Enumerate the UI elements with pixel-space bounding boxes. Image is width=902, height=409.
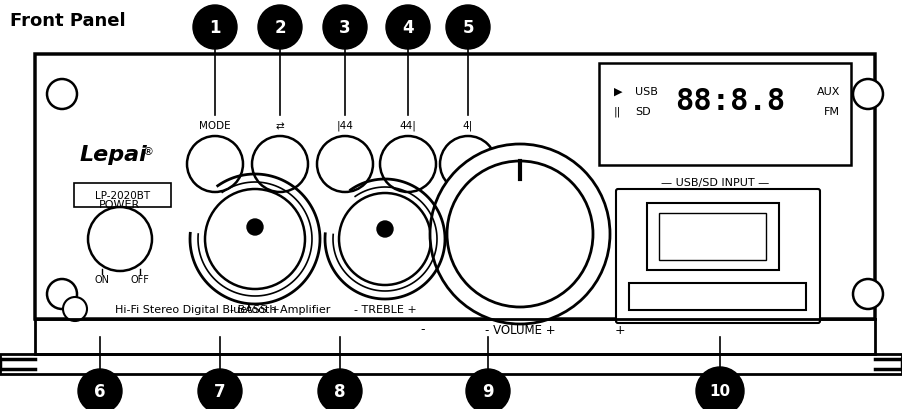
Text: 1: 1 bbox=[209, 19, 221, 37]
Circle shape bbox=[377, 221, 393, 237]
Text: -: - bbox=[420, 323, 425, 336]
Circle shape bbox=[323, 6, 367, 50]
Circle shape bbox=[430, 145, 610, 324]
Text: USB: USB bbox=[635, 87, 658, 97]
Text: ||: || bbox=[614, 106, 621, 117]
Circle shape bbox=[447, 162, 593, 307]
Text: Front Panel: Front Panel bbox=[10, 12, 125, 30]
FancyBboxPatch shape bbox=[647, 204, 779, 270]
Circle shape bbox=[47, 279, 77, 309]
Circle shape bbox=[193, 6, 237, 50]
Circle shape bbox=[380, 137, 436, 193]
Text: 88:8.8: 88:8.8 bbox=[675, 87, 785, 116]
Bar bbox=[0, 354, 902, 374]
Circle shape bbox=[88, 207, 152, 271]
FancyBboxPatch shape bbox=[35, 55, 875, 319]
Text: ®: ® bbox=[142, 147, 153, 157]
Circle shape bbox=[252, 137, 308, 193]
Circle shape bbox=[318, 369, 362, 409]
Text: 7: 7 bbox=[214, 382, 226, 400]
Circle shape bbox=[187, 137, 243, 193]
Text: ▶: ▶ bbox=[614, 87, 622, 97]
Circle shape bbox=[853, 80, 883, 110]
Text: — USB/SD INPUT —: — USB/SD INPUT — bbox=[661, 178, 769, 188]
Text: LP-2020BT: LP-2020BT bbox=[95, 191, 150, 200]
Text: MODE: MODE bbox=[199, 121, 231, 131]
Text: SD: SD bbox=[635, 107, 650, 117]
Text: AUX: AUX bbox=[816, 87, 840, 97]
Circle shape bbox=[440, 137, 496, 193]
Text: 6: 6 bbox=[94, 382, 106, 400]
Text: 8: 8 bbox=[335, 382, 345, 400]
Circle shape bbox=[466, 369, 510, 409]
Text: POWER: POWER bbox=[99, 200, 141, 209]
Text: 4: 4 bbox=[402, 19, 414, 37]
Text: - TREBLE +: - TREBLE + bbox=[354, 304, 417, 314]
Text: |44: |44 bbox=[336, 121, 354, 131]
Text: Hi-Fi Stereo Digital Bluetooth Amplifier: Hi-Fi Stereo Digital Bluetooth Amplifier bbox=[115, 304, 330, 314]
Circle shape bbox=[198, 369, 242, 409]
Text: 4|: 4| bbox=[463, 121, 474, 131]
Text: - VOLUME +: - VOLUME + bbox=[484, 323, 556, 336]
Circle shape bbox=[258, 6, 302, 50]
Circle shape bbox=[63, 297, 87, 321]
Text: ON: ON bbox=[95, 274, 109, 284]
Circle shape bbox=[446, 6, 490, 50]
Circle shape bbox=[696, 367, 744, 409]
Text: +: + bbox=[615, 323, 626, 336]
Circle shape bbox=[47, 80, 77, 110]
Circle shape bbox=[853, 279, 883, 309]
Text: 2: 2 bbox=[274, 19, 286, 37]
Circle shape bbox=[386, 6, 430, 50]
Text: ⇄: ⇄ bbox=[276, 121, 284, 131]
Text: 10: 10 bbox=[710, 384, 731, 398]
Text: OFF: OFF bbox=[131, 274, 150, 284]
FancyBboxPatch shape bbox=[74, 184, 171, 207]
Text: FM: FM bbox=[824, 107, 840, 117]
Circle shape bbox=[339, 193, 431, 285]
FancyBboxPatch shape bbox=[599, 64, 851, 166]
Text: - BASS +: - BASS + bbox=[230, 304, 280, 314]
Circle shape bbox=[205, 189, 305, 289]
Text: 3: 3 bbox=[339, 19, 351, 37]
FancyBboxPatch shape bbox=[616, 189, 820, 323]
Text: 44|: 44| bbox=[400, 121, 417, 131]
Text: 5: 5 bbox=[462, 19, 474, 37]
Circle shape bbox=[78, 369, 122, 409]
Text: 9: 9 bbox=[483, 382, 493, 400]
Text: Lepai: Lepai bbox=[80, 145, 148, 164]
FancyBboxPatch shape bbox=[659, 213, 766, 261]
Circle shape bbox=[317, 137, 373, 193]
Circle shape bbox=[247, 220, 263, 236]
FancyBboxPatch shape bbox=[629, 283, 806, 310]
